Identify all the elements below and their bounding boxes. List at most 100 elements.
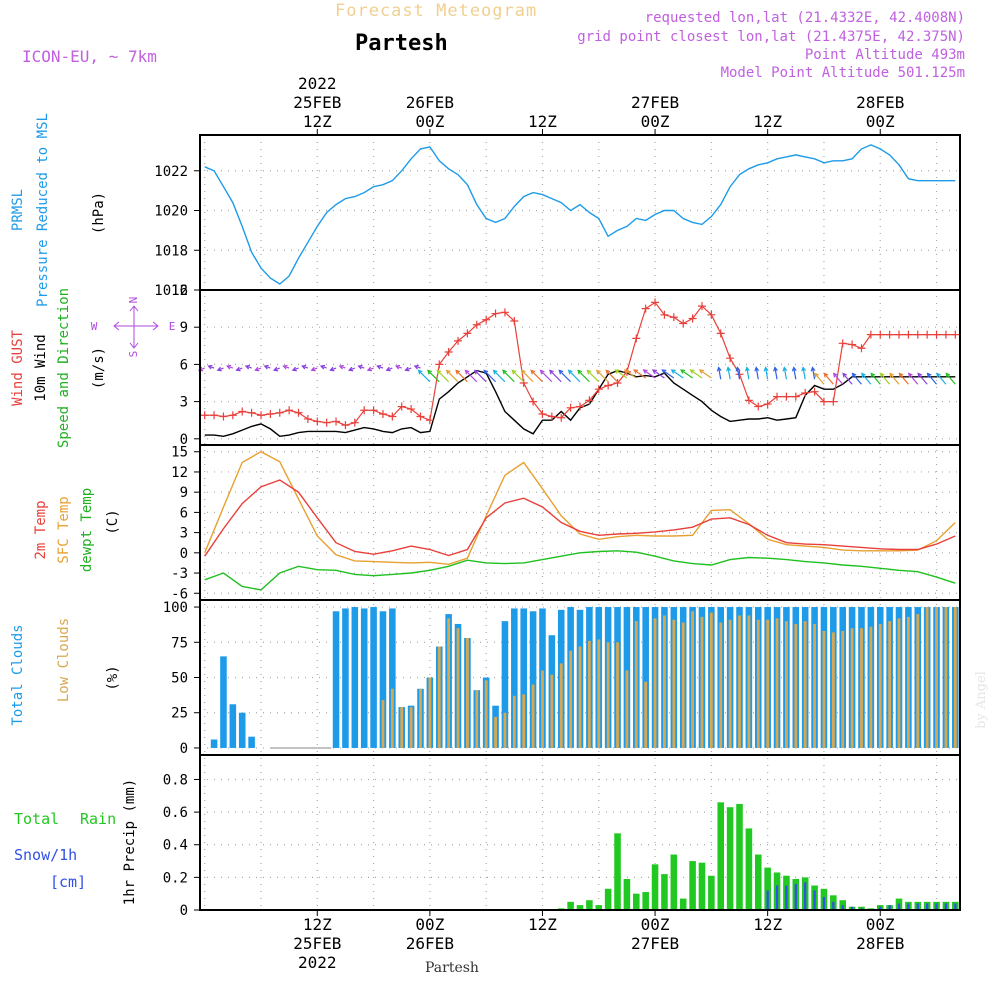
wind-direction-arrow xyxy=(833,373,844,385)
wind-direction-arrow xyxy=(605,370,618,383)
top-time-label: 25FEB xyxy=(293,93,341,112)
wind-arrow-head xyxy=(726,366,732,372)
rain-bar xyxy=(764,867,771,910)
compass-arrow-n xyxy=(129,305,139,312)
gust-marker xyxy=(332,417,341,426)
gust-marker xyxy=(350,418,359,427)
gust-marker xyxy=(238,407,247,416)
temp-tick-label: 15 xyxy=(171,445,188,461)
gust-marker xyxy=(754,402,763,411)
wind-tick-label: 0 xyxy=(180,432,188,448)
rain-bar xyxy=(604,888,612,910)
low-cloud-bar xyxy=(672,619,676,748)
low-cloud-bar xyxy=(719,622,723,748)
gust-marker xyxy=(397,402,406,411)
snow-bar xyxy=(775,885,779,910)
gust-marker xyxy=(819,397,828,406)
low-cloud-bar xyxy=(860,628,863,748)
wind-direction-arrow xyxy=(624,369,637,379)
low-cloud-bar xyxy=(466,638,469,748)
low-cloud-bar xyxy=(616,642,619,748)
rain-bar xyxy=(717,802,725,910)
gust-marker xyxy=(951,330,960,339)
compass-arrow-e xyxy=(152,321,159,331)
precip-tick-label: 0.8 xyxy=(163,772,188,788)
wind-direction-arrow xyxy=(615,369,628,379)
precip-label-snow: Snow/1h xyxy=(14,846,77,864)
snow-bar xyxy=(850,906,854,910)
wind-arrow-head xyxy=(235,366,241,372)
pressure-label-unit: (hPa) xyxy=(91,192,107,234)
model-point-altitude: Model Point Altitude 501.125m xyxy=(721,65,965,81)
wind-direction-arrow xyxy=(680,369,693,379)
wind-arrow-head xyxy=(319,364,326,370)
gust-marker xyxy=(294,408,303,417)
low-cloud-bar xyxy=(888,621,892,748)
wind-arrow-head xyxy=(623,369,629,374)
wind-arrow-head xyxy=(263,364,269,370)
gust-marker xyxy=(904,330,913,339)
gust-marker xyxy=(576,402,584,411)
gust-marker xyxy=(613,379,622,387)
gust-marker xyxy=(688,314,697,323)
gust-marker xyxy=(726,354,735,363)
gust-marker xyxy=(435,360,444,369)
wind-direction-arrow xyxy=(540,370,553,383)
wind-arrow-head xyxy=(511,369,517,375)
wind-direction-arrow xyxy=(927,373,938,385)
wind-arrow-head xyxy=(394,364,401,370)
gust-marker xyxy=(247,408,256,417)
compass-e: E xyxy=(169,320,176,333)
cloud-tick-label: 100 xyxy=(163,600,188,616)
wind-direction-arrow xyxy=(852,373,862,385)
gust-marker xyxy=(444,348,453,356)
rain-bar xyxy=(736,803,743,910)
wind-arrow-head xyxy=(254,366,260,372)
gust-marker xyxy=(538,410,547,418)
wind-direction-arrow xyxy=(530,370,543,383)
gust-marker xyxy=(425,416,434,425)
wind-arrow-head xyxy=(801,366,807,372)
2m-temp-line xyxy=(204,479,956,557)
snow-bar xyxy=(897,903,901,910)
dewpoint-line xyxy=(204,550,956,591)
wind-arrow-head xyxy=(226,364,232,370)
low-cloud-bar xyxy=(494,716,497,748)
rain-bar xyxy=(586,900,593,910)
wind-direction-arrow xyxy=(511,370,525,383)
temp-tick-label: 9 xyxy=(180,485,188,501)
low-cloud-bar xyxy=(522,694,526,748)
bottom-time-label: 28FEB xyxy=(856,934,904,953)
gust-marker xyxy=(744,396,753,405)
low-cloud-bar xyxy=(906,616,910,748)
rain-bar xyxy=(623,879,631,910)
total-cloud-bar xyxy=(360,608,368,748)
compass-w: W xyxy=(91,320,98,333)
low-cloud-bar xyxy=(944,607,948,748)
total-cloud-bar xyxy=(248,736,255,748)
wind-arrow-head xyxy=(670,369,676,374)
wind-direction-arrow xyxy=(889,373,900,385)
low-cloud-bar xyxy=(803,621,807,748)
gust-marker xyxy=(482,315,491,324)
top-time-label: 12Z xyxy=(303,112,332,131)
top-time-label: 00Z xyxy=(641,112,670,131)
gust-marker xyxy=(791,392,800,401)
plot-layer xyxy=(197,144,960,911)
gust-marker xyxy=(885,330,894,339)
precip-tick-label: 0.6 xyxy=(163,805,188,821)
wind-arrow-head xyxy=(502,369,508,375)
wind-direction-arrow xyxy=(521,370,534,383)
low-cloud-bar xyxy=(531,684,535,748)
snow-bar xyxy=(944,903,948,910)
gust-marker xyxy=(782,392,791,401)
wind-arrow-head xyxy=(661,369,667,374)
gust-marker xyxy=(801,388,810,397)
rain-bar xyxy=(595,905,603,910)
wind-direction-arrow xyxy=(814,373,825,385)
rain-bar xyxy=(576,905,584,910)
wind-arrow-head xyxy=(483,369,489,375)
requested-lonlat: requested lon,lat (21.4332E, 42.4008N) xyxy=(645,10,965,26)
rain-bar xyxy=(633,893,640,910)
gust-marker xyxy=(895,330,904,339)
